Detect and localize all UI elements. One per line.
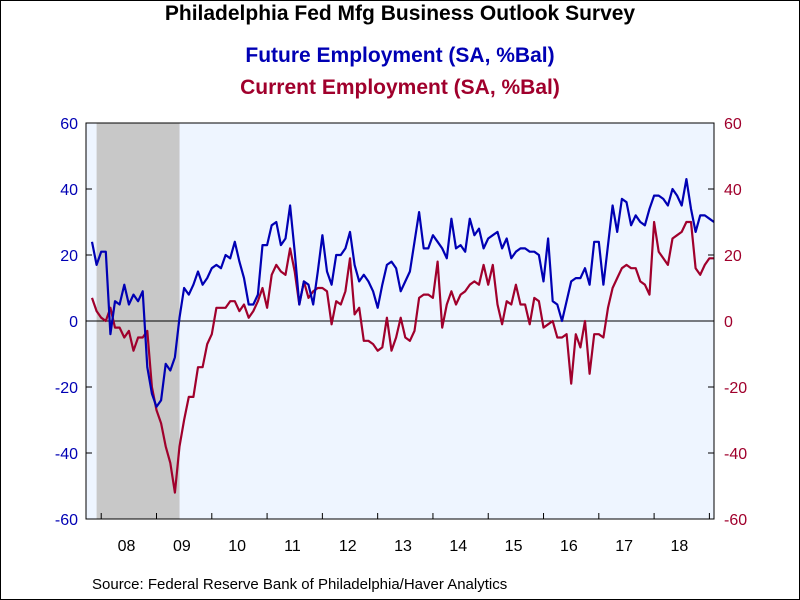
series-title-future-employment: Future Employment (SA, %Bal) — [245, 44, 555, 67]
y-tick-label-left: 20 — [60, 248, 78, 265]
y-tick-label-left: -20 — [55, 380, 78, 397]
y-tick-label-left: 60 — [60, 116, 78, 133]
x-tick-label: 11 — [284, 538, 301, 555]
x-tick-label: 15 — [505, 538, 523, 555]
source-note: Source: Federal Reserve Bank of Philadel… — [92, 576, 508, 593]
chart-title: Philadelphia Fed Mfg Business Outlook Su… — [164, 2, 636, 25]
x-tick-label: 09 — [173, 538, 191, 555]
x-tick-label: 16 — [560, 538, 578, 555]
x-tick-label: 13 — [394, 538, 412, 555]
x-tick-label: 12 — [339, 538, 357, 555]
x-tick-label: 18 — [671, 538, 689, 555]
y-tick-label-left: -60 — [55, 512, 78, 529]
x-tick-label: 08 — [118, 538, 136, 555]
y-tick-label-right: -20 — [724, 380, 747, 397]
y-tick-label-right: 40 — [724, 182, 742, 199]
x-tick-label: 14 — [449, 538, 467, 555]
y-tick-label-left: 0 — [69, 314, 78, 331]
series-line-future-employment — [90, 178, 715, 408]
series-line-current-employment — [90, 220, 714, 494]
y-tick-label-right: 60 — [724, 116, 742, 133]
x-tick-label: 10 — [228, 538, 246, 555]
y-tick-label-left: 40 — [60, 182, 78, 199]
y-tick-label-right: -60 — [724, 512, 747, 529]
x-tick-label: 17 — [615, 538, 633, 555]
y-tick-label-right: 20 — [724, 248, 742, 265]
y-tick-label-right: -40 — [724, 446, 747, 463]
y-tick-label-right: 0 — [724, 314, 733, 331]
y-tick-label-left: -40 — [55, 446, 78, 463]
series-title-current-employment: Current Employment (SA, %Bal) — [240, 76, 560, 99]
